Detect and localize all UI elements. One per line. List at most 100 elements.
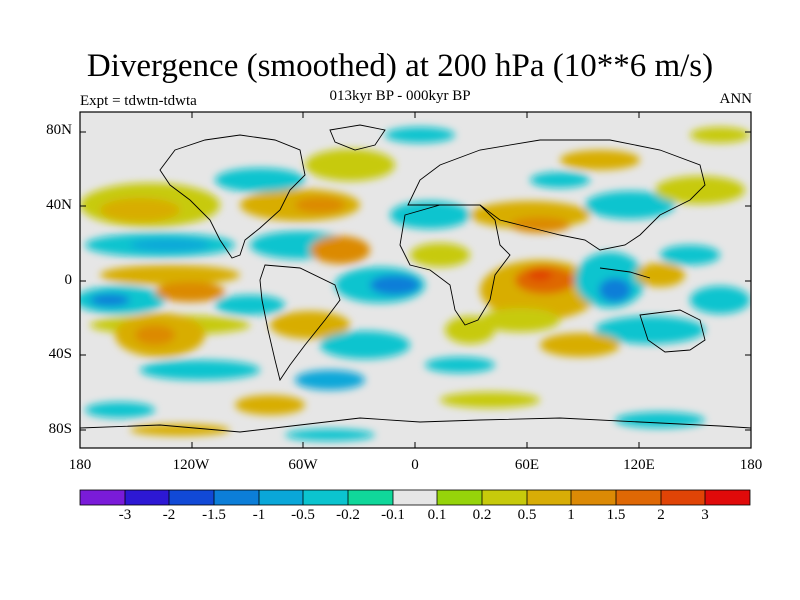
colorbar-swatch [393, 490, 437, 505]
colorbar-label: 3 [701, 507, 709, 523]
period-subtitle: 013kyr BP - 000kyr BP [329, 88, 471, 104]
field-patch [540, 333, 620, 357]
field-patch [320, 331, 410, 359]
lon-label-60e: 60E [514, 457, 540, 473]
colorbar-swatch [169, 490, 214, 505]
colorbar-label: -0.5 [291, 507, 315, 523]
colorbar-label: 0.2 [472, 507, 492, 523]
colorbar-label: -2 [162, 507, 176, 523]
colorbar-swatch [125, 490, 169, 505]
colorbar-swatch [259, 490, 303, 505]
field-patch [130, 424, 230, 436]
lat-label-40s: 40S [48, 346, 72, 362]
colorbar-swatch [303, 490, 348, 505]
field-patch [660, 245, 720, 265]
lon-label-180w: 180 [68, 457, 92, 473]
field-patch [100, 198, 180, 222]
maritime-continent-coastline [599, 267, 651, 279]
divergence-field [80, 127, 750, 441]
field-patch [510, 217, 570, 233]
colorbar-swatch [661, 490, 705, 505]
lat-label-80s: 80S [48, 421, 72, 437]
field-patch [100, 265, 240, 285]
lat-label-40n: 40N [46, 197, 72, 213]
colorbar-swatch [437, 490, 482, 505]
australia-coastline [639, 309, 706, 353]
field-patch [599, 278, 631, 302]
lat-label-80n: 80N [46, 122, 72, 138]
field-patch [690, 286, 750, 314]
field-patch [295, 197, 345, 213]
greenland-coastline [329, 124, 386, 151]
experiment-label: Expt = tdwtn-tdwta [80, 93, 197, 109]
field-patch [445, 316, 495, 344]
field-patch [370, 275, 420, 295]
colorbar [79, 489, 751, 506]
map-panel [80, 112, 751, 448]
antarctica-coastline [80, 417, 751, 433]
colorbar-swatch [214, 490, 259, 505]
field-patch [595, 316, 705, 344]
south-america-coastline [259, 264, 341, 382]
field-patch [130, 239, 210, 251]
colorbar-label: -1 [252, 507, 266, 523]
colorbar-label: -0.2 [336, 507, 360, 523]
field-patch [690, 127, 750, 143]
colorbar-swatch [482, 490, 527, 505]
field-patch [440, 392, 540, 408]
colorbar-label: -3 [118, 507, 132, 523]
field-patch [585, 191, 675, 219]
colorbar-swatch [348, 490, 393, 505]
field-patch [635, 263, 685, 287]
colorbar-label: -1.5 [202, 507, 226, 523]
field-patch [390, 201, 470, 229]
colorbar-swatch [80, 490, 125, 505]
field-patch [530, 172, 590, 188]
lon-label-120e: 120E [623, 457, 655, 473]
colorbar-swatch [705, 490, 750, 505]
field-patch [235, 395, 305, 415]
field-patch [305, 149, 395, 181]
field-patch [310, 236, 370, 264]
field-patch [385, 127, 455, 143]
field-patch [90, 294, 130, 306]
colorbar-swatch [616, 490, 661, 505]
field-patch [140, 360, 260, 380]
lon-label-120w: 120W [172, 457, 210, 473]
field-patch [480, 308, 560, 332]
lon-label-60w: 60W [288, 457, 318, 473]
field-patch [560, 150, 640, 170]
field-patch [155, 282, 225, 302]
field-patch [295, 370, 365, 390]
colorbar-outline [79, 489, 751, 506]
field-patch [615, 412, 705, 428]
eurasia-coastline [407, 139, 706, 251]
colorbar-label: 1 [567, 507, 575, 523]
colorbar-label: 0.1 [427, 507, 447, 523]
lat-label-0: 0 [64, 272, 73, 288]
axis-ticks [80, 112, 751, 448]
colorbar-label: 1.5 [606, 507, 626, 523]
field-patch [285, 429, 375, 441]
colorbar-dividers [79, 489, 751, 506]
colorbar-swatch [527, 490, 571, 505]
coastlines [80, 124, 751, 433]
season-label: ANN [719, 91, 753, 107]
field-patch [135, 325, 175, 345]
field-patch [528, 269, 552, 281]
field-patch [425, 357, 495, 373]
lon-label-180e: 180 [739, 457, 763, 473]
field-patch [85, 402, 155, 418]
lon-label-0: 0 [411, 457, 419, 473]
north-america-coastline [159, 134, 306, 259]
colorbar-swatch [571, 490, 616, 505]
colorbar-label: -0.1 [381, 507, 405, 523]
field-patch [215, 295, 285, 315]
africa-coastline [399, 204, 511, 326]
colorbar-label: 2 [657, 507, 665, 523]
colorbar-label: 0.5 [517, 507, 537, 523]
chart-title: Divergence (smoothed) at 200 hPa (10**6 … [86, 48, 714, 84]
field-patch [410, 243, 470, 267]
field-patch [270, 311, 350, 339]
